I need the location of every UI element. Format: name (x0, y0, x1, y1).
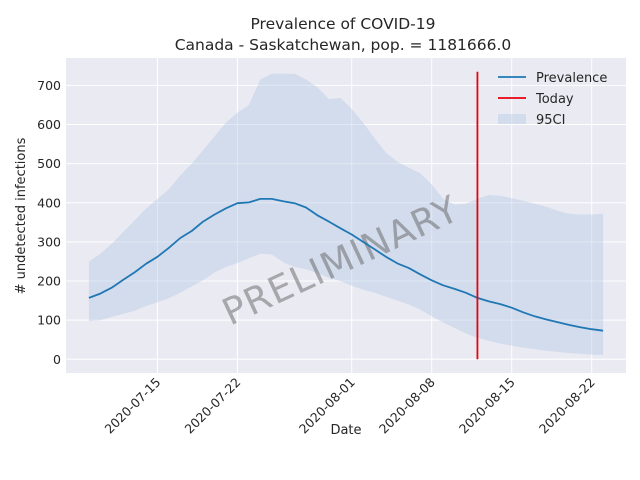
prevalence-point (499, 303, 501, 305)
prevalence-point (351, 233, 353, 235)
prevalence-point (373, 248, 375, 250)
prevalence-point (339, 227, 341, 229)
x-tick-label: 2020-08-08 (376, 374, 438, 436)
prevalence-point (488, 300, 490, 302)
prevalence-point (442, 284, 444, 286)
y-tick-label: 200 (37, 274, 61, 289)
prevalence-point (419, 273, 421, 275)
prevalence-point (133, 271, 135, 273)
prevalence-point (156, 256, 158, 258)
prevalence-point (236, 202, 238, 204)
ci-band-layer (88, 73, 604, 355)
grid (66, 58, 626, 373)
legend-95ci-swatch (498, 114, 526, 124)
prevalence-point (408, 267, 410, 269)
legend-prevalence-label: Prevalence (536, 71, 607, 86)
chart-subtitle: Canada - Saskatchewan, pop. = 1181666.0 (175, 36, 512, 54)
prevalence-point (259, 198, 261, 200)
prevalence-point (556, 321, 558, 323)
prevalence-point (316, 214, 318, 216)
prevalence-point (568, 324, 570, 326)
prevalence-point (362, 241, 364, 243)
x-tick-label: 2020-07-22 (182, 375, 244, 437)
prevalence-point (145, 263, 147, 265)
prevalence-point (533, 315, 535, 317)
prevalence-point (293, 202, 295, 204)
y-tick-label: 400 (37, 195, 61, 210)
x-axis-label: Date (330, 423, 361, 438)
x-tick-label: 2020-08-15 (456, 375, 518, 437)
prevalence-line-layer (88, 197, 604, 332)
legend-95ci-label: 95CI (536, 113, 565, 128)
prevalence-point (522, 311, 524, 313)
prevalence-point (122, 279, 124, 281)
y-tick-label: 600 (37, 117, 61, 132)
x-tick-label: 2020-08-22 (536, 375, 598, 437)
prevalence-point (202, 220, 204, 222)
prevalence-point (591, 328, 593, 330)
prevalence-point (168, 247, 170, 249)
legend-today-label: Today (535, 92, 574, 107)
x-tick-label: 2020-07-15 (102, 375, 164, 437)
prevalence-point (248, 201, 250, 203)
prevalence-point (191, 230, 193, 232)
y-axis-label: # undetected infections (14, 137, 29, 294)
prevalence-point (396, 262, 398, 264)
y-tick-label: 700 (37, 78, 61, 93)
prevalence-point (511, 306, 513, 308)
prevalence-point (282, 200, 284, 202)
prevalence-point (271, 198, 273, 200)
prevalence-point (431, 279, 433, 281)
ci-band (88, 73, 604, 355)
y-tick-label: 0 (53, 352, 61, 367)
y-tick-labels: 0 100 200 300 400 500 600 700 (37, 78, 61, 367)
prevalence-point (385, 256, 387, 258)
prevalence-point (213, 213, 215, 215)
prevalence-point (88, 297, 90, 299)
chart-title: Prevalence of COVID-19 (250, 15, 435, 33)
prevalence-point (465, 292, 467, 294)
legend: Prevalence Today 95CI (498, 71, 607, 128)
prevalence-point (179, 237, 181, 239)
y-tick-label: 500 (37, 156, 61, 171)
prevalence-point (579, 326, 581, 328)
prevalence-point (99, 292, 101, 294)
prevalence-point (453, 288, 455, 290)
prevalence-line (88, 197, 604, 332)
prevalence-point (602, 330, 604, 332)
y-tick-label: 300 (37, 234, 61, 249)
y-tick-label: 100 (37, 313, 61, 328)
prevalence-point (111, 286, 113, 288)
prevalence-point (305, 206, 307, 208)
prevalence-point (225, 207, 227, 209)
prevalence-point (545, 318, 547, 320)
prevalence-point (328, 220, 330, 222)
